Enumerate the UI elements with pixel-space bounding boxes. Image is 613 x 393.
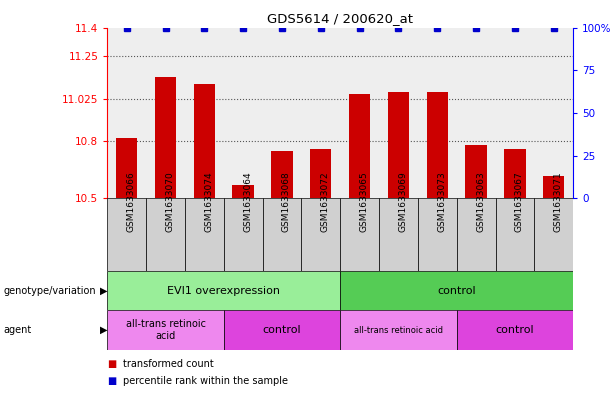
Text: GSM1633072: GSM1633072 bbox=[321, 172, 330, 232]
Bar bbox=[116, 138, 137, 198]
Title: GDS5614 / 200620_at: GDS5614 / 200620_at bbox=[267, 12, 413, 25]
Text: all-trans retinoic
acid: all-trans retinoic acid bbox=[126, 320, 205, 341]
Bar bbox=[504, 149, 525, 198]
Bar bbox=[107, 271, 340, 310]
Bar bbox=[107, 28, 146, 198]
Bar bbox=[262, 198, 302, 271]
Text: percentile rank within the sample: percentile rank within the sample bbox=[123, 376, 287, 386]
Bar bbox=[224, 310, 340, 350]
Bar bbox=[310, 149, 332, 198]
Text: ▶: ▶ bbox=[100, 286, 107, 296]
Bar bbox=[465, 145, 487, 198]
Text: ■: ■ bbox=[107, 358, 116, 369]
Text: EVI1 overexpression: EVI1 overexpression bbox=[167, 286, 280, 296]
Bar bbox=[224, 198, 262, 271]
Text: control: control bbox=[437, 286, 476, 296]
Text: control: control bbox=[495, 325, 535, 335]
Bar bbox=[155, 77, 176, 198]
Bar bbox=[340, 198, 379, 271]
Bar bbox=[185, 28, 224, 198]
Text: agent: agent bbox=[3, 325, 31, 335]
Bar bbox=[340, 310, 457, 350]
Bar bbox=[107, 198, 146, 271]
Bar bbox=[146, 198, 185, 271]
Bar bbox=[535, 198, 573, 271]
Bar bbox=[418, 28, 457, 198]
Text: genotype/variation: genotype/variation bbox=[3, 286, 96, 296]
Bar bbox=[427, 92, 448, 198]
Bar bbox=[495, 28, 535, 198]
Bar bbox=[535, 28, 573, 198]
Bar bbox=[379, 198, 418, 271]
Bar bbox=[232, 185, 254, 198]
Text: GSM1633069: GSM1633069 bbox=[398, 172, 408, 233]
Bar bbox=[418, 198, 457, 271]
Text: ▶: ▶ bbox=[100, 325, 107, 335]
Bar bbox=[107, 310, 224, 350]
Bar bbox=[340, 271, 573, 310]
Bar bbox=[340, 28, 379, 198]
Bar bbox=[543, 176, 565, 198]
Bar bbox=[272, 151, 292, 198]
Text: GSM1633074: GSM1633074 bbox=[204, 172, 213, 232]
Bar bbox=[302, 198, 340, 271]
Text: GSM1633063: GSM1633063 bbox=[476, 172, 485, 233]
Bar bbox=[457, 310, 573, 350]
Bar bbox=[457, 198, 495, 271]
Bar bbox=[224, 28, 262, 198]
Text: transformed count: transformed count bbox=[123, 358, 213, 369]
Text: GSM1633073: GSM1633073 bbox=[437, 172, 446, 233]
Text: GSM1633070: GSM1633070 bbox=[166, 172, 175, 233]
Text: GSM1633071: GSM1633071 bbox=[554, 172, 563, 233]
Bar bbox=[495, 198, 535, 271]
Text: GSM1633065: GSM1633065 bbox=[360, 172, 368, 233]
Text: GSM1633064: GSM1633064 bbox=[243, 172, 252, 232]
Bar bbox=[194, 84, 215, 198]
Bar bbox=[457, 28, 495, 198]
Bar bbox=[388, 92, 409, 198]
Bar bbox=[349, 94, 370, 198]
Bar bbox=[302, 28, 340, 198]
Bar bbox=[379, 28, 418, 198]
Text: GSM1633066: GSM1633066 bbox=[127, 172, 135, 233]
Text: GSM1633067: GSM1633067 bbox=[515, 172, 524, 233]
Text: GSM1633068: GSM1633068 bbox=[282, 172, 291, 233]
Text: ■: ■ bbox=[107, 376, 116, 386]
Text: control: control bbox=[262, 325, 302, 335]
Bar bbox=[185, 198, 224, 271]
Bar bbox=[146, 28, 185, 198]
Text: all-trans retinoic acid: all-trans retinoic acid bbox=[354, 326, 443, 334]
Bar bbox=[262, 28, 302, 198]
